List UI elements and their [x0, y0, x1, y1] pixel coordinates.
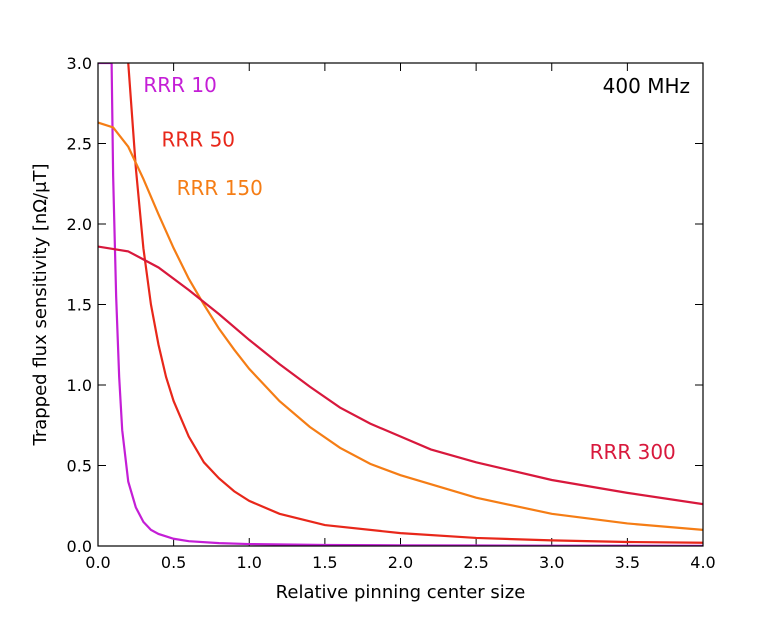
- y-axis-label: Trapped flux sensitivity [nΩ/μT]: [30, 163, 51, 446]
- y-tick-label: 1.5: [67, 296, 92, 315]
- series-labels: RRR 10 RRR 50 RRR 150 RRR 300: [143, 73, 675, 464]
- label-rrr-50: RRR 50: [162, 128, 236, 152]
- x-tick-label: 1.0: [237, 553, 262, 572]
- y-tick-label: 0.5: [67, 457, 92, 476]
- x-tick-label: 4.0: [690, 553, 715, 572]
- y-tick-label: 2.0: [67, 215, 92, 234]
- series-line-rrr-150: [98, 121, 703, 531]
- data-curves: [98, 63, 703, 546]
- axis-ticks: 0.0 0.5 1.0 1.5 2.0 2.5 3.0 3.5 4.0 0.0 0.5 1.0 1.5 2…: [67, 54, 716, 572]
- frequency-annotation: 400 MHz: [603, 74, 690, 98]
- label-rrr-150: RRR 150: [177, 176, 263, 200]
- x-tick-label: 3.5: [615, 553, 640, 572]
- x-tick-label: 0.0: [85, 553, 110, 572]
- label-rrr-10: RRR 10: [143, 73, 217, 97]
- x-tick-label: 0.5: [161, 553, 186, 572]
- x-tick-label: 2.5: [463, 553, 488, 572]
- y-tick-label: 3.0: [67, 54, 92, 73]
- x-axis-label: Relative pinning center size: [276, 582, 526, 603]
- y-tick-label: 0.0: [67, 537, 92, 556]
- x-tick-label: 1.5: [312, 553, 337, 572]
- series-line-rrr-10: [98, 63, 703, 546]
- x-tick-label: 3.0: [539, 553, 564, 572]
- plot-frame: [97, 62, 704, 547]
- y-tick-label: 1.0: [67, 376, 92, 395]
- series-line-rrr-300: [98, 245, 703, 506]
- y-tick-label: 2.5: [67, 135, 92, 154]
- label-rrr-300: RRR 300: [590, 440, 676, 464]
- series-line-rrr-50: [127, 63, 703, 544]
- x-tick-label: 2.0: [388, 553, 413, 572]
